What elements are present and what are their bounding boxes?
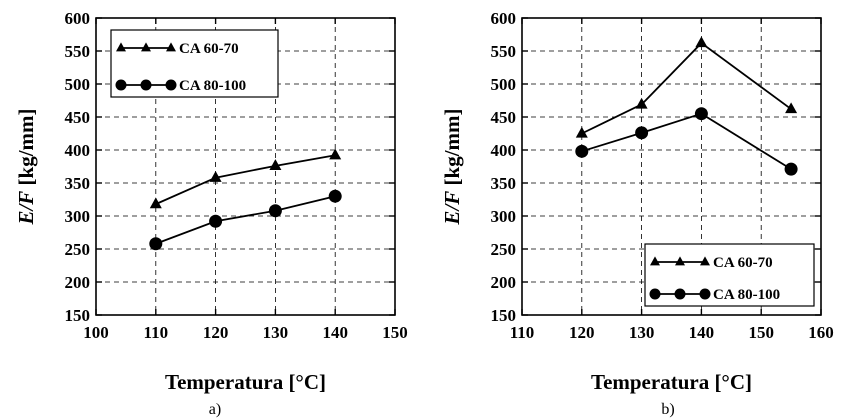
x-tick-label: 130 [629, 323, 655, 342]
series-line [155, 195, 336, 245]
x-axis-label: Temperatura [°C] [165, 370, 326, 394]
legend-label: CA 60-70 [713, 255, 773, 271]
y-tick-label: 550 [491, 42, 517, 61]
triangle-marker [209, 171, 222, 182]
chart-panel-b: 110 120 130 140 150 160 150 200 250 300 350 400 450 5… [440, 9, 834, 418]
legend-triangle-marker [141, 42, 151, 52]
y-tick-label: 450 [65, 108, 91, 127]
y-tick-label: 450 [491, 108, 517, 127]
circle-marker [268, 204, 282, 218]
y-tick-label: 350 [65, 174, 91, 193]
y-tick-label: 500 [491, 75, 517, 94]
x-tick-label: 140 [322, 323, 348, 342]
legend: CA 60-70 CA 80-100 [110, 29, 279, 98]
y-axis-label: E/F [kg/mm] [14, 108, 38, 225]
series-ca-80-100 [149, 189, 342, 251]
plot-frame [521, 17, 822, 316]
plot-frame [95, 17, 396, 316]
y-tick-label: 250 [491, 240, 517, 259]
series-line [155, 154, 336, 205]
legend-circle-marker [674, 288, 686, 300]
series-ca-60-70 [149, 148, 342, 209]
x-tick-label: 150 [748, 323, 774, 342]
x-axis-label: Temperatura [°C] [591, 370, 752, 394]
x-tick-label: 120 [569, 323, 595, 342]
y-tick-label: 300 [491, 207, 517, 226]
legend-circle-marker [699, 288, 711, 300]
chart-panel-a: 100 110 120 130 140 150 150 200 250 300 350 400 450 5… [14, 9, 408, 418]
x-tick-label: 130 [263, 323, 289, 342]
series-ca-80-100 [575, 107, 798, 176]
circle-marker [328, 189, 342, 203]
circle-marker [149, 237, 163, 251]
circle-marker [209, 214, 223, 228]
y-tick-label: 550 [65, 42, 91, 61]
triangle-marker [635, 97, 648, 109]
y-tick-label: 600 [491, 9, 517, 28]
triangle-marker [695, 36, 708, 48]
panel-label: a) [209, 401, 221, 418]
x-tick-label: 110 [510, 323, 535, 342]
legend-label: CA 80-100 [179, 78, 246, 94]
legend-triangle-marker [650, 256, 660, 266]
series-line [581, 41, 792, 135]
legend-label: CA 60-70 [179, 41, 239, 57]
legend-circle-marker [115, 79, 127, 91]
x-tick-label: 140 [689, 323, 715, 342]
triangle-marker [269, 159, 282, 170]
x-tick-label: 110 [144, 323, 169, 342]
triangle-marker [575, 126, 588, 138]
y-tick-label: 400 [65, 141, 91, 160]
y-tick-label: 600 [65, 9, 91, 28]
legend-circle-marker [649, 288, 661, 300]
y-tick-label: 250 [65, 240, 91, 259]
y-tick-label: 150 [65, 306, 91, 325]
circle-marker [694, 107, 708, 121]
legend-triangle-marker [675, 256, 685, 266]
legend-triangle-marker [700, 256, 710, 266]
legend-label: CA 80-100 [713, 287, 780, 303]
y-tick-label: 350 [491, 174, 517, 193]
circle-marker [784, 162, 798, 176]
series-line [581, 112, 792, 170]
legend-triangle-marker [166, 42, 176, 52]
legend-circle-marker [165, 79, 177, 91]
legend-triangle-marker [116, 42, 126, 52]
x-tick-label: 160 [808, 323, 834, 342]
y-axis-label: E/F [kg/mm] [440, 108, 464, 225]
y-tick-label: 150 [491, 306, 517, 325]
triangle-marker [329, 148, 342, 160]
y-tick-label: 400 [491, 141, 517, 160]
x-tick-label: 120 [203, 323, 229, 342]
y-tick-label: 200 [491, 273, 517, 292]
x-tick-label: 100 [83, 323, 109, 342]
x-tick-label: 150 [382, 323, 408, 342]
y-tick-label: 300 [65, 207, 91, 226]
legend: CA 60-70 CA 80-100 [644, 243, 815, 307]
triangle-marker [149, 197, 162, 209]
legend-circle-marker [140, 79, 152, 91]
series-ca-60-70 [575, 36, 798, 138]
y-tick-label: 500 [65, 75, 91, 94]
y-tick-label: 200 [65, 273, 91, 292]
panel-label: b) [661, 401, 674, 418]
circle-marker [635, 126, 649, 140]
triangle-marker [785, 102, 798, 114]
legend-box [644, 243, 815, 307]
circle-marker [575, 144, 589, 158]
